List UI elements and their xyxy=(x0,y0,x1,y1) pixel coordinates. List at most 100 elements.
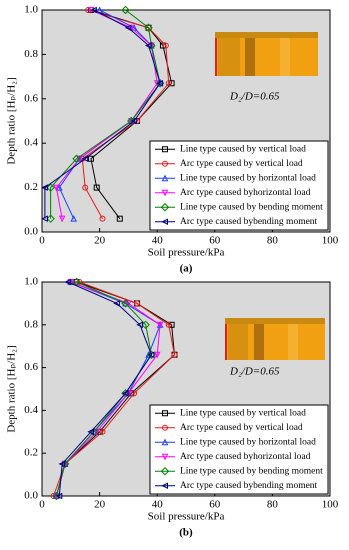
data-point xyxy=(41,184,48,191)
legend-label: Arc type caused bybending moment xyxy=(180,481,318,491)
legend-marker xyxy=(161,218,168,226)
x-tick-label: 20 xyxy=(94,499,106,511)
legend-marker xyxy=(160,203,170,212)
data-point xyxy=(58,215,66,223)
data-point xyxy=(165,80,172,87)
data-point xyxy=(156,79,164,87)
y-tick-label: 0.4 xyxy=(24,404,38,416)
data-point xyxy=(162,42,169,49)
data-point xyxy=(93,184,100,191)
inset-image xyxy=(215,32,318,76)
data-point xyxy=(87,155,94,162)
data-point xyxy=(124,24,132,32)
data-point xyxy=(70,215,77,222)
data-point xyxy=(130,117,138,125)
data-point xyxy=(134,300,141,307)
data-point xyxy=(64,278,71,286)
data-point xyxy=(156,321,164,329)
data-point xyxy=(55,492,63,500)
annotation: D₂/D=0.65 xyxy=(229,91,280,103)
data-point xyxy=(144,42,152,49)
data-point xyxy=(113,300,120,307)
legend-label: Arc type caused by vertical load xyxy=(180,159,303,169)
data-point xyxy=(147,351,155,359)
data-point xyxy=(153,351,161,359)
y-tick-label: 0.6 xyxy=(24,92,38,104)
y-axis-label: Depth ratio [Hₚ/H₂] xyxy=(6,345,18,432)
x-tick-label: 40 xyxy=(152,235,164,247)
x-tick-label: 0 xyxy=(39,499,45,511)
legend-label: Line type caused by horizontal load xyxy=(180,437,316,447)
panel-label: (a) xyxy=(180,263,193,275)
plot-frame xyxy=(41,281,331,497)
data-point xyxy=(46,214,55,223)
legend-marker xyxy=(161,438,169,446)
legend-label: Arc type caused byhorizontal load xyxy=(180,188,311,198)
x-tick-label: 40 xyxy=(152,499,164,511)
legend-marker xyxy=(161,482,168,490)
series-line xyxy=(53,281,176,497)
data-point xyxy=(144,23,153,32)
y-tick-label: 0.8 xyxy=(24,318,38,330)
legend-label: Arc type caused bybending moment xyxy=(180,217,318,227)
x-tick-label: 80 xyxy=(267,235,279,247)
data-point xyxy=(136,321,143,329)
data-point xyxy=(58,460,66,468)
data-point xyxy=(72,154,81,163)
x-tick-label: 100 xyxy=(322,499,339,511)
x-tick-label: 20 xyxy=(94,235,106,247)
y-tick-label: 0.2 xyxy=(24,447,38,459)
legend-marker xyxy=(160,467,170,476)
x-tick-label: 0 xyxy=(39,235,45,247)
y-tick-label: 0.2 xyxy=(24,181,38,193)
data-point xyxy=(171,351,178,358)
data-point xyxy=(99,215,106,222)
x-axis-label: Soil pressure/kPa xyxy=(148,511,225,523)
series-line xyxy=(55,9,158,219)
legend-label: Arc type caused byhorizontal load xyxy=(180,452,311,462)
data-point xyxy=(87,428,94,436)
data-point xyxy=(46,183,55,192)
legend-marker xyxy=(161,453,169,461)
y-tick-label: 0.0 xyxy=(24,226,38,238)
x-axis-label: Soil pressure/kPa xyxy=(148,247,225,259)
legend-marker xyxy=(162,410,168,417)
data-point xyxy=(131,390,138,397)
y-tick-label: 0.0 xyxy=(24,490,38,502)
y-tick-label: 0.4 xyxy=(24,137,38,149)
x-tick-label: 100 xyxy=(322,235,339,247)
data-point xyxy=(121,299,130,308)
legend-marker xyxy=(162,160,168,167)
legend-label: Line type caused by vertical load xyxy=(180,144,306,154)
legend-label: Line type caused by vertical load xyxy=(180,408,306,418)
data-point xyxy=(121,389,129,397)
series-line xyxy=(58,281,153,497)
data-point xyxy=(53,184,60,192)
legend-marker xyxy=(162,146,168,153)
panel-label: (b) xyxy=(179,527,193,539)
y-tick-label: 0.8 xyxy=(24,48,38,60)
data-point xyxy=(141,320,150,330)
data-point xyxy=(81,155,89,163)
y-tick-label: 1.0 xyxy=(24,4,38,16)
legend-label: Line type caused by horizontal load xyxy=(180,173,316,183)
legend-marker xyxy=(162,424,168,431)
legend-label: Arc type caused by vertical load xyxy=(180,423,303,433)
y-tick-label: 0.6 xyxy=(24,361,38,373)
data-point xyxy=(116,215,123,222)
inset-image xyxy=(225,318,325,360)
legend-box xyxy=(149,140,329,231)
data-point xyxy=(165,321,172,328)
series-line xyxy=(81,9,170,219)
data-point xyxy=(82,184,89,191)
y-axis-label: Depth ratio [Hₚ/H₂] xyxy=(6,77,18,164)
data-point xyxy=(41,215,48,222)
x-tick-label: 80 xyxy=(267,499,279,511)
data-point xyxy=(99,428,106,435)
legend-box xyxy=(149,404,329,495)
annotation: D₂/D=0.65 xyxy=(229,366,280,378)
x-tick-label: 60 xyxy=(209,235,221,247)
series-line xyxy=(44,9,161,219)
legend-label: Line type caused by bending moment xyxy=(180,466,323,476)
